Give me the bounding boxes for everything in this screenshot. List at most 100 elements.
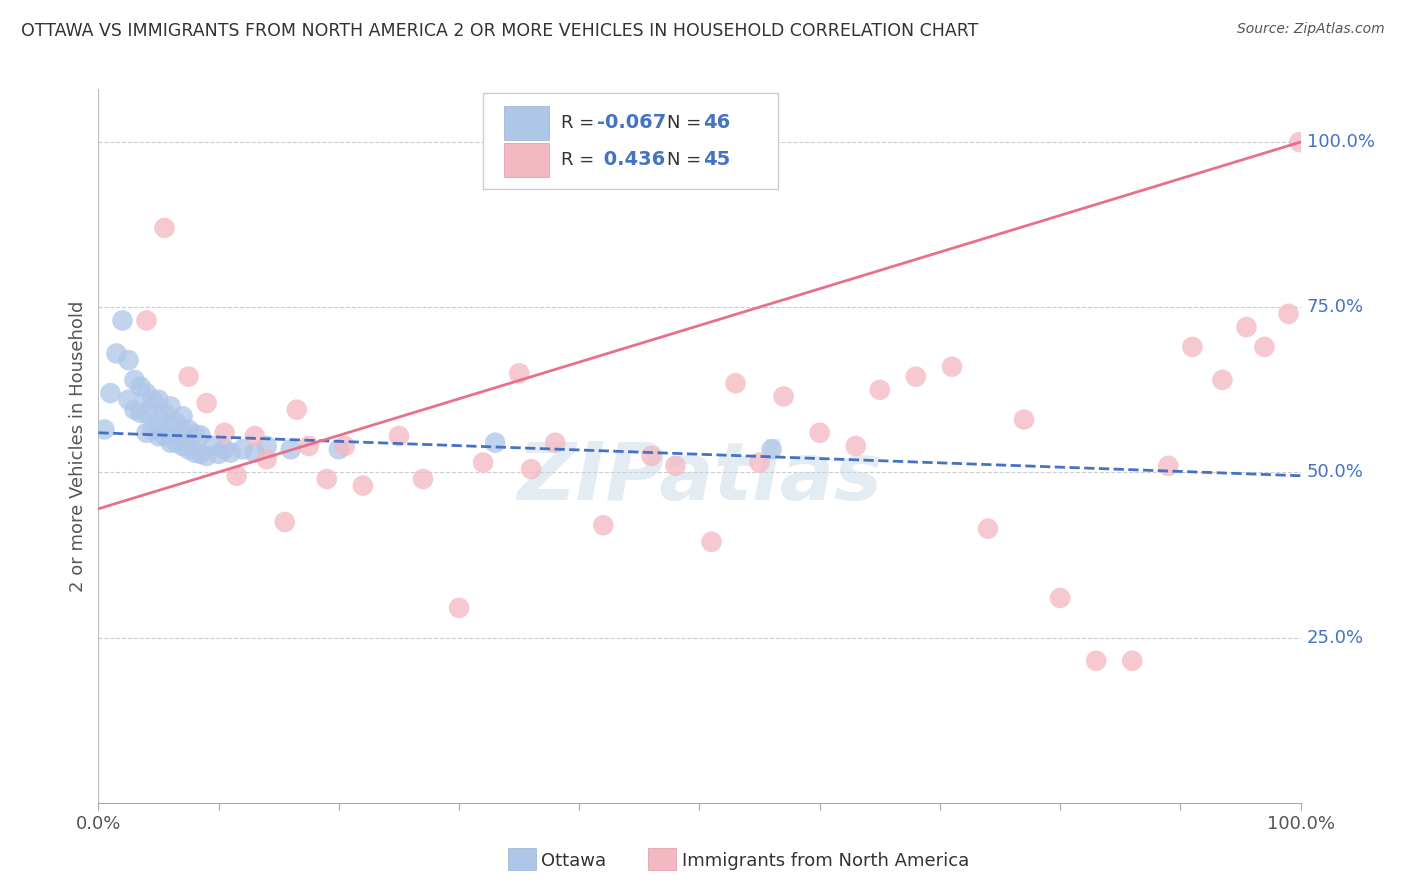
Text: N =: N = (666, 151, 702, 169)
Point (1121, 654, 1143, 668)
Point (1012, 412, 1035, 426)
Point (166, 416, 188, 430)
Point (100, 386, 122, 401)
Point (592, 518, 614, 533)
Point (117, 353, 139, 368)
Point (93, 422, 115, 436)
Point (274, 515, 297, 529)
Point (664, 458, 686, 473)
Point (190, 428, 212, 442)
Text: OTTAWA VS IMMIGRANTS FROM NORTH AMERICA 2 OR MORE VEHICLES IN HOUSEHOLD CORRELAT: OTTAWA VS IMMIGRANTS FROM NORTH AMERICA … (21, 22, 979, 40)
Point (153, 221, 176, 235)
Point (1085, 654, 1108, 668)
Text: 75.0%: 75.0% (1306, 298, 1364, 317)
Point (159, 419, 181, 434)
Point (298, 439, 321, 453)
Point (352, 478, 374, 492)
Text: 0.436: 0.436 (598, 151, 665, 169)
Point (904, 369, 927, 384)
Text: -0.067: -0.067 (598, 113, 666, 132)
Point (748, 456, 770, 470)
Point (183, 445, 205, 459)
Text: R =: R = (561, 114, 595, 132)
FancyBboxPatch shape (503, 105, 550, 140)
Point (243, 429, 266, 443)
Point (172, 439, 194, 453)
Point (135, 313, 157, 327)
Text: N =: N = (666, 114, 702, 132)
Point (135, 386, 157, 401)
Point (508, 367, 530, 381)
FancyBboxPatch shape (503, 143, 550, 177)
Point (195, 396, 218, 410)
Point (724, 376, 747, 391)
Point (177, 422, 200, 436)
Point (225, 468, 247, 483)
Point (1253, 340, 1275, 354)
Text: 45: 45 (703, 151, 730, 169)
Point (214, 442, 236, 457)
Point (148, 429, 170, 443)
Point (159, 435, 181, 450)
Point (214, 425, 236, 440)
Point (256, 439, 278, 453)
Point (201, 439, 224, 453)
Point (315, 472, 337, 486)
FancyBboxPatch shape (484, 93, 778, 189)
Point (1236, 320, 1258, 334)
Point (412, 472, 434, 486)
Point (148, 392, 170, 407)
Point (700, 534, 723, 549)
Text: Ottawa: Ottawa (541, 852, 606, 870)
Point (183, 427, 205, 442)
Point (177, 442, 200, 457)
Point (388, 429, 411, 443)
FancyBboxPatch shape (648, 847, 676, 871)
Point (285, 402, 308, 417)
FancyBboxPatch shape (508, 847, 536, 871)
Point (977, 522, 1000, 536)
Point (1211, 373, 1233, 387)
Point (256, 452, 278, 467)
Text: ZIPatlas: ZIPatlas (517, 439, 882, 517)
Point (159, 400, 181, 414)
Point (772, 389, 794, 403)
Point (243, 445, 266, 459)
Text: 100.0%: 100.0% (1306, 133, 1375, 151)
Point (129, 379, 152, 393)
Point (328, 442, 350, 457)
Point (1049, 591, 1071, 605)
Y-axis label: 2 or more Vehicles in Household: 2 or more Vehicles in Household (69, 301, 87, 591)
Point (869, 383, 891, 397)
Text: 50.0%: 50.0% (1306, 464, 1364, 482)
Point (177, 369, 200, 384)
Point (208, 447, 231, 461)
Point (111, 313, 134, 327)
Point (153, 406, 176, 420)
Point (472, 456, 495, 470)
Point (117, 392, 139, 407)
Point (1181, 340, 1204, 354)
Point (280, 442, 302, 457)
Point (141, 422, 163, 436)
Text: Source: ZipAtlas.com: Source: ZipAtlas.com (1237, 22, 1385, 37)
Point (761, 442, 783, 457)
Point (845, 439, 868, 453)
Point (808, 425, 831, 440)
Point (640, 449, 662, 463)
Point (148, 412, 170, 426)
Text: R =: R = (561, 151, 595, 169)
Point (129, 406, 152, 420)
Point (544, 435, 567, 450)
Point (447, 600, 470, 615)
Point (166, 435, 188, 450)
Point (190, 447, 212, 461)
Point (219, 445, 242, 459)
Point (941, 359, 963, 374)
Point (105, 346, 128, 360)
Point (141, 392, 163, 407)
Point (1157, 458, 1180, 473)
Point (195, 449, 218, 463)
Point (333, 439, 356, 453)
Point (520, 462, 543, 476)
